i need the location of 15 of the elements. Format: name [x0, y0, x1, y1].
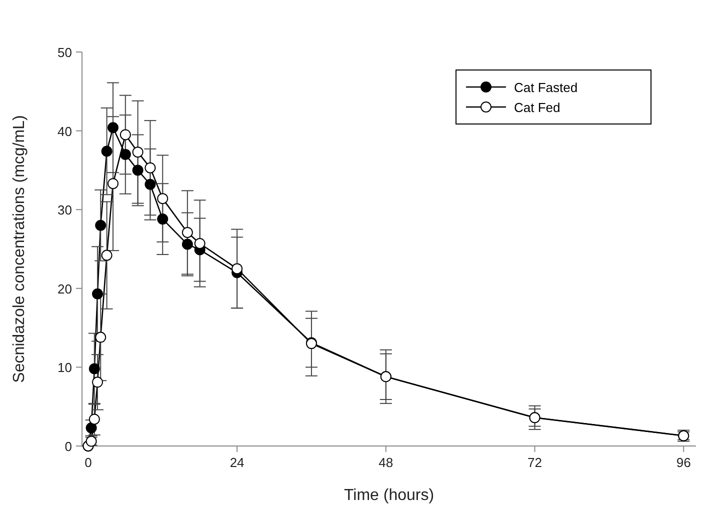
y-tick-label: 0	[64, 439, 72, 454]
x-axis-title: Time (hours)	[344, 487, 434, 504]
legend-label: Cat Fasted	[514, 80, 578, 95]
legend-label: Cat Fed	[514, 100, 560, 115]
y-axis-title: Secnidazole concentrations (mcg/mL)	[11, 115, 28, 383]
y-tick-label: 30	[58, 202, 72, 218]
x-tick-label: 96	[676, 455, 691, 470]
x-tick-label: 0	[84, 455, 92, 470]
y-tick-label: 40	[58, 124, 72, 139]
x-tick-label: 48	[378, 455, 394, 470]
x-tick-label: 72	[528, 455, 542, 470]
y-tick-label: 20	[58, 281, 72, 296]
y-tick-label: 10	[58, 360, 72, 376]
x-tick-label: 24	[230, 455, 244, 470]
y-tick-label: 50	[58, 45, 72, 60]
